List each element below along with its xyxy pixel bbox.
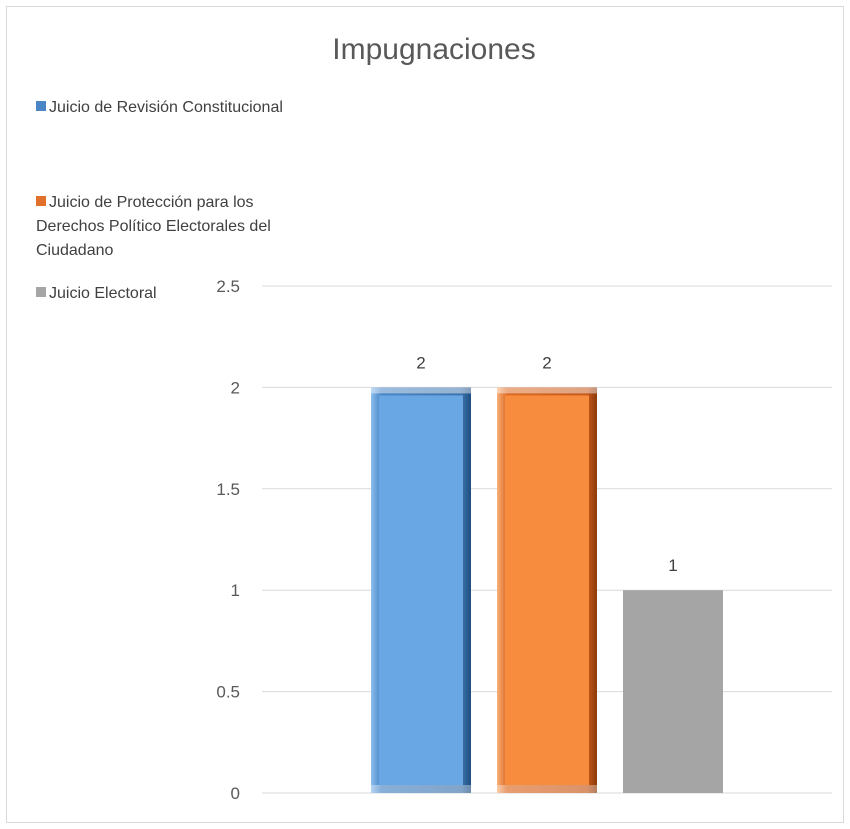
- bar-electoral: [623, 590, 723, 793]
- y-tick-label: 0.5: [216, 683, 240, 702]
- bar-revision: [371, 387, 471, 793]
- data-label-revision: 2: [416, 353, 425, 372]
- legend-swatch-electoral: [36, 287, 46, 297]
- bar-proteccion-face: [505, 395, 589, 785]
- bar-revision-bottom-highlight: [371, 785, 471, 793]
- y-tick-label: 1.5: [216, 480, 240, 499]
- legend-label-proteccion: Juicio de Protección para los Derechos P…: [36, 194, 271, 259]
- legend-item-electoral: Juicio Electoral: [36, 282, 326, 306]
- legend-item-revision: Juicio de Revisión Constitucional: [36, 96, 326, 120]
- chart-title: Impugnaciones: [332, 33, 536, 66]
- y-tick-label: 0: [231, 784, 240, 803]
- bar-revision-face: [379, 395, 463, 785]
- data-label-proteccion: 2: [542, 353, 551, 372]
- legend-label-electoral: Juicio Electoral: [49, 285, 157, 302]
- bar-proteccion-bottom-highlight: [497, 785, 597, 793]
- legend-item-proteccion: Juicio de Protección para los Derechos P…: [36, 191, 326, 263]
- legend-label-revision: Juicio de Revisión Constitucional: [49, 99, 283, 116]
- y-tick-label: 1: [231, 581, 240, 600]
- bar-proteccion: [497, 387, 597, 793]
- bar-proteccion-top-highlight: [497, 387, 597, 394]
- bar-revision-top-highlight: [371, 387, 471, 394]
- legend-swatch-revision: [36, 101, 46, 111]
- legend-swatch-proteccion: [36, 196, 46, 206]
- y-tick-label: 2: [231, 378, 240, 397]
- y-tick-label: 2.5: [216, 277, 240, 296]
- data-label-electoral: 1: [668, 556, 677, 575]
- bar-electoral-face: [623, 590, 723, 793]
